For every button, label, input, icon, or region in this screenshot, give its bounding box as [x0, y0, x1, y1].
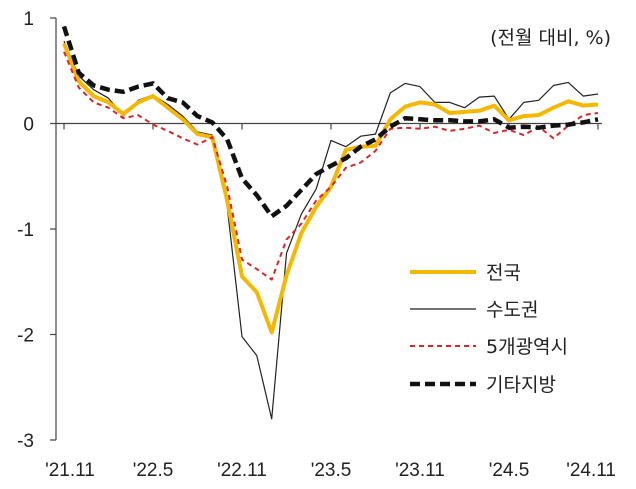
- series-line-0: [62, 42, 599, 335]
- x-tick-label: '22.5: [133, 460, 174, 481]
- legend-label-2: 5개광역시: [486, 336, 568, 358]
- unit-label: (전월 대비, %): [490, 27, 611, 49]
- y-tick-label: -2: [17, 326, 34, 347]
- x-tick-label: '23.11: [395, 460, 445, 481]
- legend-label-0: 전국: [486, 262, 521, 284]
- legend-label-1: 수도권: [486, 299, 538, 321]
- x-tick-label: '22.11: [217, 460, 267, 481]
- legend-label-3: 기타지방: [486, 374, 556, 396]
- y-axis: 1 0 -1 -2 -3: [17, 9, 57, 452]
- series-line-3: [61, 25, 599, 219]
- series-line-2: [63, 51, 599, 281]
- x-axis: '21.11 '22.5 '22.11 '23.5 '23.11 '24.5 '24.11: [45, 122, 616, 481]
- y-tick-label: -3: [17, 431, 34, 452]
- x-tick-label: '24.5: [489, 460, 530, 481]
- y-tick-label: -1: [17, 220, 34, 241]
- x-tick-label: '24.11: [566, 460, 616, 481]
- series-lines: [61, 25, 599, 420]
- y-tick-label: 1: [23, 9, 34, 30]
- x-tick-label: '21.11: [45, 460, 95, 481]
- x-tick-label: '23.5: [311, 460, 352, 481]
- y-tick-label: 0: [23, 115, 34, 136]
